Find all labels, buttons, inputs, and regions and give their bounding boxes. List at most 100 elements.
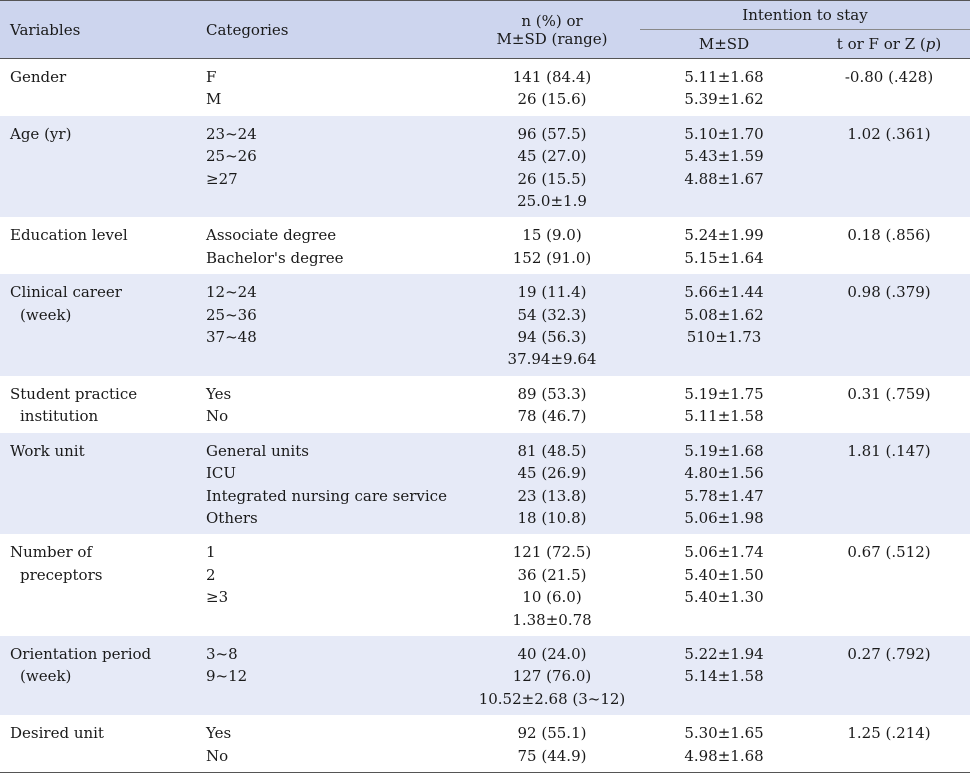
cell-line: 5.11±1.68	[684, 68, 764, 86]
cell-line: Bachelor's degree	[206, 248, 344, 267]
msd-cell: 5.66±1.44 5.08±1.62 510±1.73	[640, 274, 808, 376]
msd-cell: 5.19±1.75 5.11±1.58	[640, 376, 808, 433]
categories-cell: 1 2 ≥3	[196, 534, 464, 636]
cell-line: 141 (84.4)	[512, 68, 592, 86]
n-cell: 15 (9.0) 152 (91.0)	[464, 217, 640, 274]
n-cell: 92 (55.1) 75 (44.9)	[464, 715, 640, 773]
msd-cell: 5.06±1.74 5.40±1.50 5.40±1.30	[640, 534, 808, 636]
cell-line: No	[206, 407, 229, 426]
cell-line: 5.66±1.44	[684, 283, 764, 302]
table-body: Gender F M 141 (84.4) 26 (15.6) 5.11±1.68 5.39…	[0, 59, 970, 773]
test-cell: -0.80 (.428)	[808, 59, 970, 116]
categories-cell: 23~24 25~26 ≥27	[196, 115, 464, 218]
cell-line: 1.02 (.361)	[847, 124, 931, 143]
test-cell: 0.27 (.792)	[808, 635, 970, 716]
n-cell: 89 (53.3) 78 (46.7)	[464, 376, 640, 433]
categories-cell: 12~24 25~36 37~48	[196, 274, 464, 376]
cell-line: 26 (15.6)	[517, 90, 587, 109]
test-cell: 1.02 (.361)	[808, 115, 970, 218]
cell-line: Others	[206, 508, 258, 527]
cell-line: 0.31 (.759)	[847, 384, 931, 403]
table-header: Variables Categories n (%) or M±SD (rang…	[0, 0, 970, 59]
cell-line: 78 (46.7)	[517, 407, 587, 426]
cell-line: (week)	[20, 667, 72, 686]
test-cell: 0.31 (.759)	[808, 376, 970, 433]
cell-line: 0.98 (.379)	[847, 283, 931, 302]
table-row: Number of preceptors 1 2 ≥3 121 (72.5) 36 (21.…	[0, 534, 970, 636]
cell-line: 5.06±1.74	[684, 543, 764, 562]
table-row: Education level Associate degree Bachelor'…	[0, 217, 970, 274]
cell-line: 19 (11.4)	[517, 283, 587, 302]
cell-line: Gender	[10, 68, 67, 86]
cell-line: 37.94±9.64	[507, 350, 597, 369]
cell-line: 5.30±1.65	[684, 724, 764, 743]
cell-line: 40 (24.0)	[517, 644, 587, 663]
variable-cell: Number of preceptors	[0, 534, 196, 636]
cell-line: 10.52±2.68 (3~12)	[478, 689, 626, 708]
variable-cell: Age (yr)	[0, 115, 196, 218]
msd-cell: 5.24±1.99 5.15±1.64	[640, 217, 808, 274]
header-intention: Intention to stay	[640, 0, 970, 30]
cell-line: Work unit	[10, 441, 85, 460]
cell-line: 510±1.73	[686, 328, 762, 347]
msd-cell: 5.11±1.68 5.39±1.62	[640, 59, 808, 116]
cell-line: 2	[206, 565, 216, 584]
cell-line: 4.88±1.67	[684, 169, 764, 188]
cell-line: 23 (13.8)	[517, 486, 587, 505]
cell-line: 5.08±1.62	[684, 305, 764, 324]
variable-cell: Desired unit	[0, 715, 196, 773]
cell-line: 5.22±1.94	[684, 644, 764, 663]
table-row: Work unit General units ICU Integrated nurs…	[0, 432, 970, 535]
msd-cell: 5.19±1.68 4.80±1.56 5.78±1.47 5.06±1.98	[640, 432, 808, 535]
cell-line: 45 (27.0)	[517, 147, 587, 166]
cell-line: 4.80±1.56	[684, 464, 764, 483]
cell-line: 5.06±1.98	[684, 508, 764, 527]
test-cell: 1.25 (.214)	[808, 715, 970, 773]
cell-line: 5.40±1.30	[684, 588, 764, 607]
cell-line: 25~26	[206, 147, 257, 166]
categories-cell: General units ICU Integrated nursing care …	[196, 432, 464, 535]
header-n-line1: n (%) or	[521, 11, 583, 30]
header-variables: Variables	[0, 0, 196, 59]
table-row: Age (yr) 23~24 25~26 ≥27 96 (57.5) 45 (27.0) 2…	[0, 115, 970, 218]
cell-line: preceptors	[20, 565, 103, 584]
cell-line: Integrated nursing care service	[206, 486, 447, 505]
cell-line: 25~36	[206, 305, 257, 324]
table-row: Orientation period (week) 3~8 9~12 40 (24.0)…	[0, 635, 970, 716]
variable-cell: Education level	[0, 217, 196, 274]
cell-line: 26 (15.5)	[517, 169, 587, 188]
cell-line: 9~12	[206, 667, 248, 686]
cell-line: 5.24±1.99	[684, 226, 764, 245]
cell-line: F	[206, 68, 217, 86]
cell-line: Number of	[10, 543, 93, 562]
cell-line: 5.19±1.68	[684, 441, 764, 460]
cell-line: 127 (76.0)	[512, 667, 592, 686]
variable-cell: Orientation period (week)	[0, 635, 196, 716]
cell-line: 18 (10.8)	[517, 508, 587, 527]
n-cell: 81 (48.5) 45 (26.9) 23 (13.8) 18 (10.8)	[464, 432, 640, 535]
cell-line: 5.11±1.58	[684, 407, 764, 426]
header-categories: Categories	[196, 0, 464, 59]
cell-line: 94 (56.3)	[517, 328, 587, 347]
cell-line: 45 (26.9)	[517, 464, 587, 483]
table-row: Desired unit Yes No 92 (55.1) 75 (44.9) 5.30±…	[0, 715, 970, 773]
cell-line: 5.40±1.50	[684, 565, 764, 584]
cell-line: ≥27	[206, 169, 238, 188]
cell-line: General units	[206, 441, 309, 460]
cell-line: 152 (91.0)	[512, 248, 592, 267]
cell-line: 5.78±1.47	[684, 486, 764, 505]
cell-line: 36 (21.5)	[517, 565, 587, 584]
cell-line: 23~24	[206, 124, 257, 143]
header-msd: M±SD	[640, 29, 808, 59]
test-cell: 0.67 (.512)	[808, 534, 970, 636]
n-cell: 121 (72.5) 36 (21.5) 10 (6.0) 1.38±0.78	[464, 534, 640, 636]
cell-line: 0.67 (.512)	[847, 543, 931, 562]
cell-line: Yes	[206, 384, 232, 403]
cell-line: 1.38±0.78	[512, 610, 592, 629]
cell-line: Age (yr)	[10, 124, 72, 143]
cell-line: ICU	[206, 464, 237, 483]
cell-line: 1.25 (.214)	[847, 724, 931, 743]
table-row: Gender F M 141 (84.4) 26 (15.6) 5.11±1.68 5.39…	[0, 59, 970, 116]
cell-line: 96 (57.5)	[517, 124, 587, 143]
